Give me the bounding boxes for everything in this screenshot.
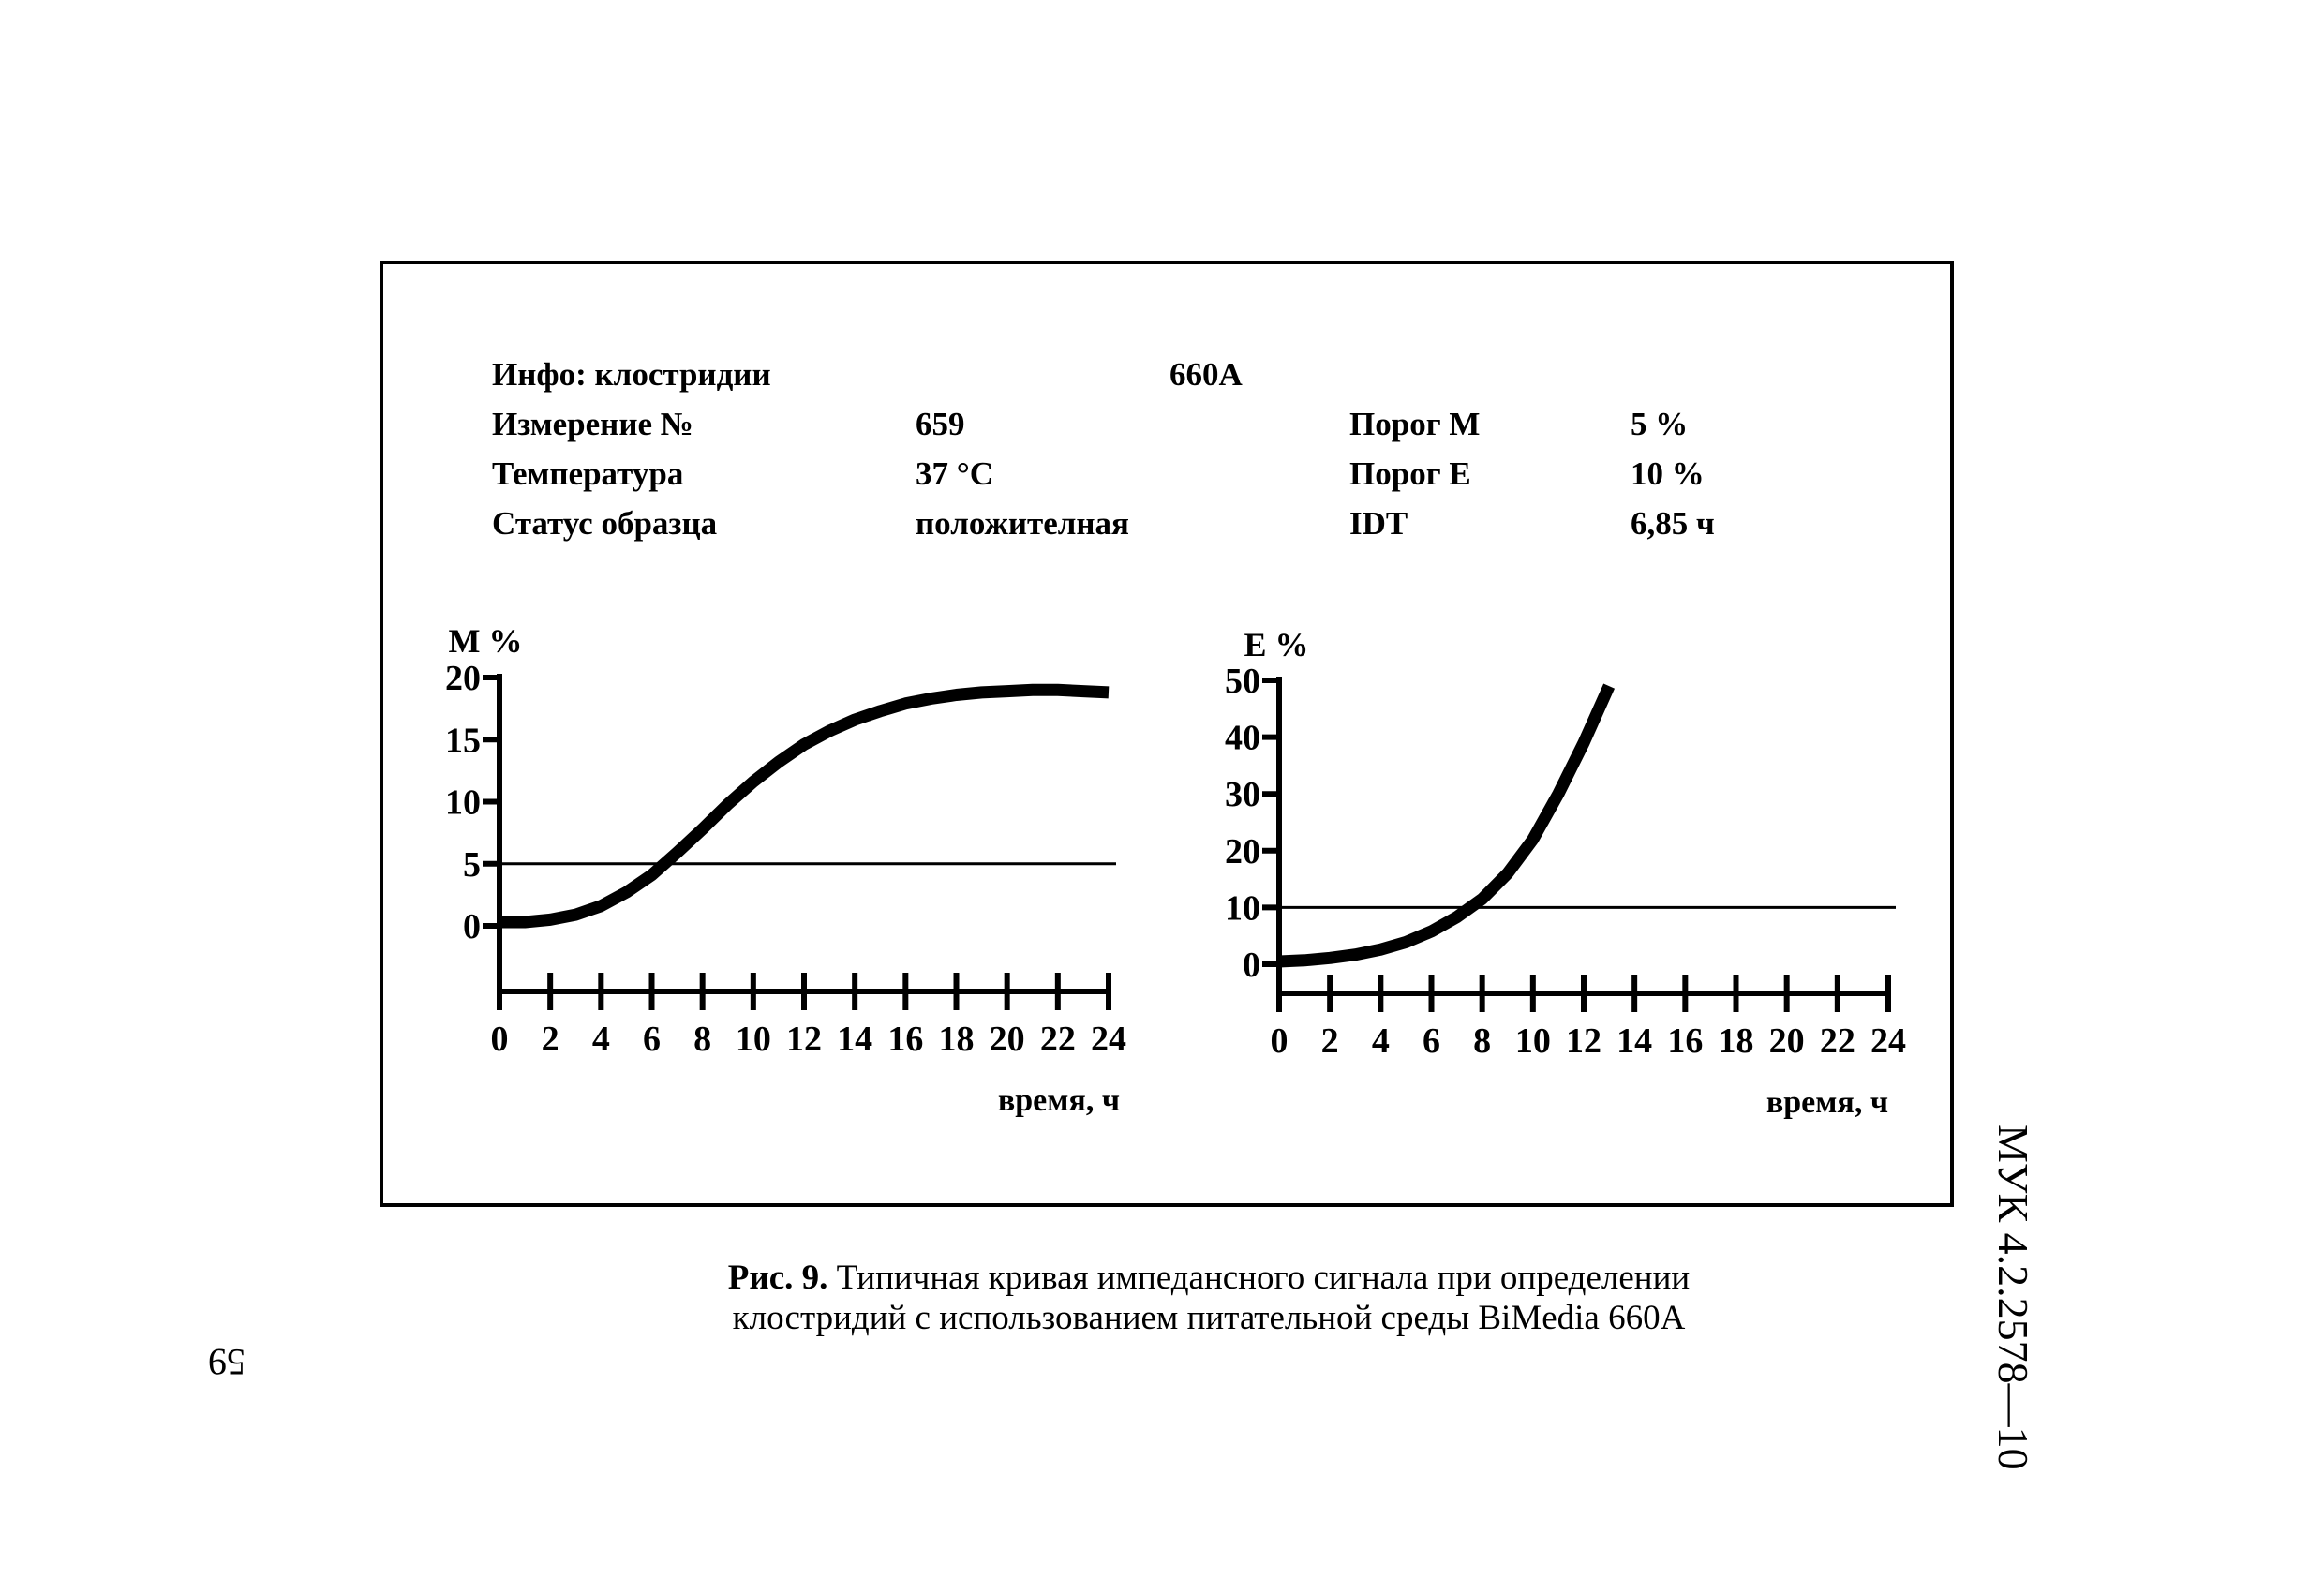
info-value-temperature: 37 °C — [916, 455, 994, 492]
chart-2-y-tick-label: 10 — [1225, 888, 1260, 928]
chart-2-x-tick-label: 16 — [1667, 1021, 1703, 1061]
chart-2-x-tick-label: 18 — [1719, 1021, 1754, 1061]
chart-1-y-tick-label: 5 — [463, 845, 481, 885]
chart-1-x-tick-label: 22 — [1040, 1020, 1076, 1059]
info-label-subject: Инфо: клостридии — [492, 356, 771, 393]
chart-2-x-tick-label: 22 — [1820, 1021, 1855, 1061]
chart-1-x-tick-label: 16 — [887, 1020, 923, 1059]
chart-2-y-axis-title: E % — [1244, 626, 1308, 663]
chart-2-y-tick-label: 30 — [1225, 775, 1260, 814]
caption-line2: клостридий с использованием питательной … — [732, 1299, 1686, 1337]
chart-2-x-tick-label: 12 — [1566, 1021, 1601, 1061]
chart-2-x-axis-title: время, ч — [1766, 1085, 1888, 1120]
chart-1-x-axis-title: время, ч — [998, 1083, 1120, 1118]
chart-1-signal-curve — [499, 683, 1110, 929]
info-label-threshold-e: Порог E — [1349, 455, 1471, 492]
chart-1-y-tick-label: 15 — [445, 721, 481, 760]
chart-1-y-tick-label: 0 — [463, 907, 481, 946]
chart-1-x-tick-label: 12 — [786, 1020, 822, 1059]
document-code: МУК 4.2.2578—10 — [1989, 1125, 2037, 1470]
chart-1-x-tick-label: 20 — [990, 1020, 1025, 1059]
info-value-medium: 660A — [1169, 356, 1243, 393]
figure-frame — [380, 261, 1954, 1207]
info-value-measurement: 659 — [916, 406, 965, 442]
info-value-threshold-m: 5 % — [1631, 406, 1689, 442]
info-value-threshold-e: 10 % — [1631, 455, 1705, 492]
caption-line1: Типичная кривая импедансного сигнала при… — [836, 1259, 1691, 1297]
chart-1-x-tick-label: 14 — [837, 1020, 872, 1059]
info-label-temperature: Температура — [492, 455, 684, 492]
chart-2-x-tick-label: 4 — [1372, 1021, 1390, 1061]
chart-1-x-tick-label: 0 — [491, 1020, 509, 1059]
info-label-threshold-m: Порог M — [1349, 406, 1481, 442]
chart-1-x-tick-label: 4 — [592, 1020, 610, 1059]
chart-2-y-tick-label: 50 — [1225, 662, 1260, 701]
chart-2-x-tick-label: 10 — [1515, 1021, 1551, 1061]
chart-1-x-tick-label: 10 — [736, 1020, 771, 1059]
info-label-measurement: Измерение № — [492, 406, 693, 442]
chart-1-x-tick-label: 24 — [1091, 1020, 1126, 1059]
chart-2-y-tick-label: 0 — [1243, 946, 1260, 985]
chart-2-x-tick-label: 14 — [1616, 1021, 1652, 1061]
chart-1-y-tick-label: 10 — [445, 783, 481, 823]
page-number: 59 — [208, 1341, 246, 1383]
info-label-idt: IDT — [1349, 505, 1408, 542]
chart-2-x-tick-label: 24 — [1870, 1021, 1906, 1061]
info-value-idt: 6,85 ч — [1631, 505, 1715, 542]
chart-1-x-tick-label: 6 — [643, 1020, 661, 1059]
chart-2-x-tick-label: 20 — [1769, 1021, 1805, 1061]
chart-1-x-tick-label: 8 — [693, 1020, 711, 1059]
chart-2-x-tick-label: 8 — [1473, 1021, 1491, 1061]
caption-label: Рис. 9. — [727, 1259, 828, 1297]
chart-2-y-tick-label: 20 — [1225, 832, 1260, 871]
chart-2-x-tick-label: 6 — [1423, 1021, 1440, 1061]
chart-2-y-tick-label: 40 — [1225, 719, 1260, 758]
chart-1-y-tick-label: 20 — [445, 659, 481, 698]
chart-2-x-tick-label: 0 — [1271, 1021, 1289, 1061]
chart-1-x-tick-label: 18 — [939, 1020, 975, 1059]
figure-caption: Рис. 9. Типичная кривая импедансного сиг… — [562, 1260, 1855, 1295]
chart-2-signal-curve — [1278, 683, 1616, 968]
info-value-status: положителная — [916, 505, 1129, 542]
chart-1-y-axis-title: M % — [449, 622, 523, 660]
chart-1-x-tick-label: 2 — [542, 1020, 559, 1059]
info-label-status: Статус образца — [492, 505, 718, 542]
chart-2-x-tick-label: 2 — [1321, 1021, 1339, 1061]
